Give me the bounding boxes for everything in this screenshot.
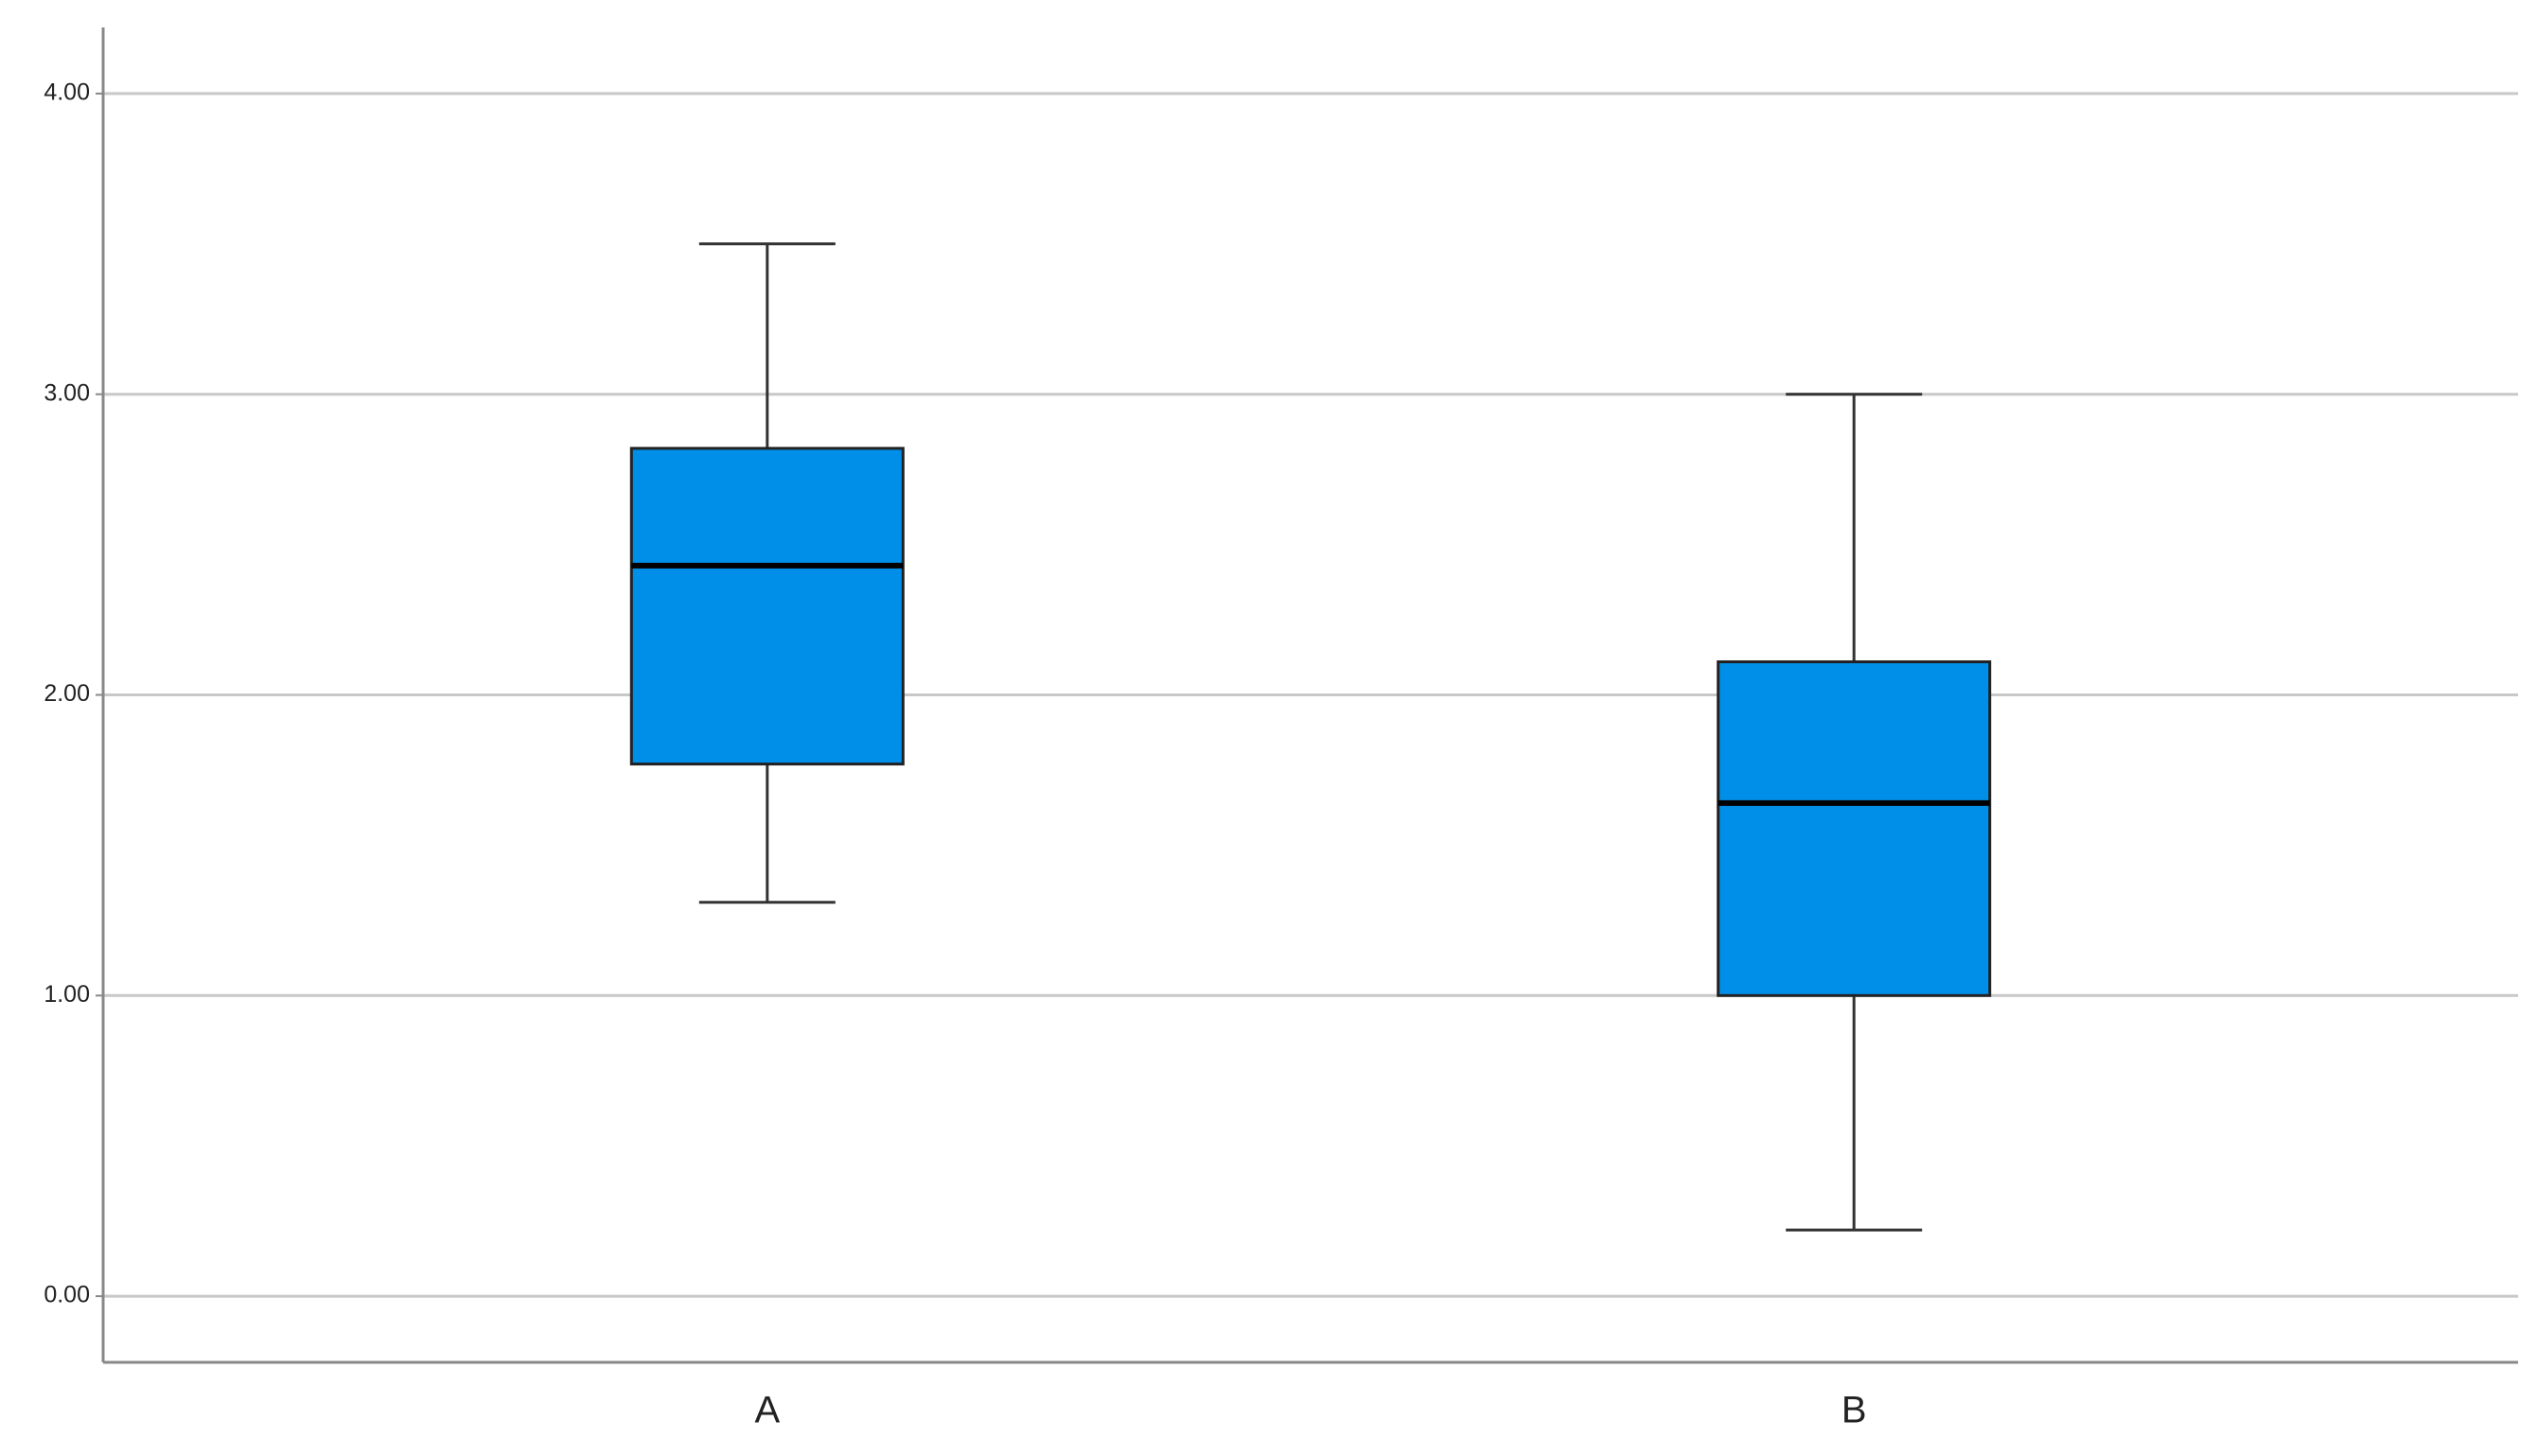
y-tick-label: 4.00: [44, 79, 90, 106]
x-tick-label: A: [754, 1390, 780, 1431]
y-tick-label: 0.00: [44, 1282, 90, 1308]
box: [629, 447, 905, 766]
y-tick-label: 1.00: [44, 981, 90, 1008]
y-tick-label: 3.00: [44, 379, 90, 406]
x-tick-label: B: [1841, 1390, 1867, 1431]
box: [1717, 660, 1992, 997]
y-tick-label: 2.00: [44, 680, 90, 707]
